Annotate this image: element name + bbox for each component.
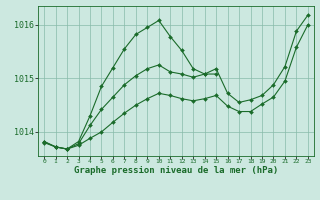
X-axis label: Graphe pression niveau de la mer (hPa): Graphe pression niveau de la mer (hPa)	[74, 166, 278, 175]
